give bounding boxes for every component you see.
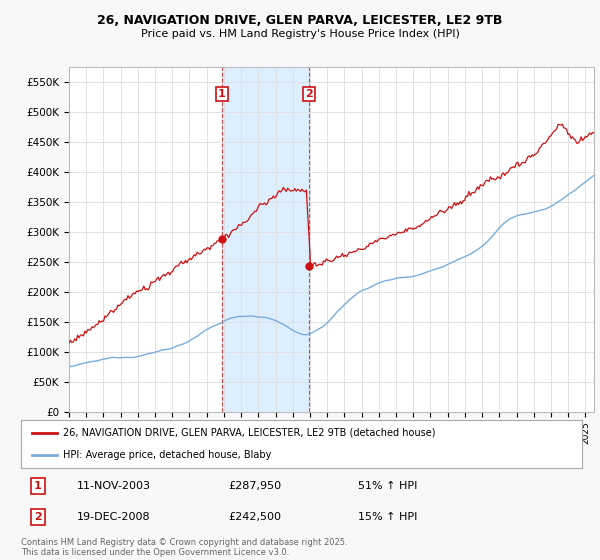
Text: 51% ↑ HPI: 51% ↑ HPI: [358, 481, 417, 491]
Text: 26, NAVIGATION DRIVE, GLEN PARVA, LEICESTER, LE2 9TB: 26, NAVIGATION DRIVE, GLEN PARVA, LEICES…: [97, 14, 503, 27]
Text: 2: 2: [34, 512, 42, 522]
Text: Price paid vs. HM Land Registry's House Price Index (HPI): Price paid vs. HM Land Registry's House …: [140, 29, 460, 39]
Text: 11-NOV-2003: 11-NOV-2003: [77, 481, 151, 491]
Text: 26, NAVIGATION DRIVE, GLEN PARVA, LEICESTER, LE2 9TB (detached house): 26, NAVIGATION DRIVE, GLEN PARVA, LEICES…: [63, 428, 436, 438]
Text: 2: 2: [305, 89, 313, 99]
Text: HPI: Average price, detached house, Blaby: HPI: Average price, detached house, Blab…: [63, 450, 271, 460]
Text: £287,950: £287,950: [229, 481, 281, 491]
Text: Contains HM Land Registry data © Crown copyright and database right 2025.
This d: Contains HM Land Registry data © Crown c…: [21, 538, 347, 557]
Text: 1: 1: [34, 481, 42, 491]
Text: 15% ↑ HPI: 15% ↑ HPI: [358, 512, 417, 522]
Text: 1: 1: [218, 89, 226, 99]
Text: 19-DEC-2008: 19-DEC-2008: [77, 512, 151, 522]
Bar: [221, 67, 310, 412]
Text: £242,500: £242,500: [229, 512, 281, 522]
